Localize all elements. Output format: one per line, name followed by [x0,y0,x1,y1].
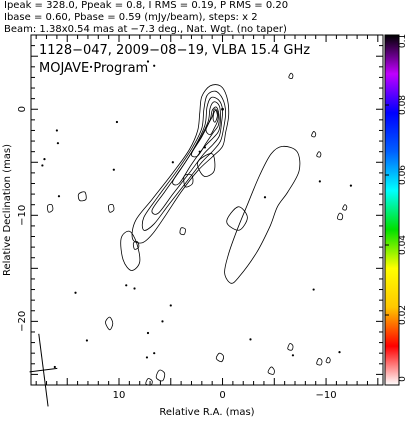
noise-dot [153,64,156,67]
noise-dot [169,304,172,307]
outer-contour [120,230,141,271]
noise-dot [171,161,174,164]
header-line-3: Beam: 1.38x0.54 mas at −7.3 deg., Nat. W… [4,24,287,35]
outer-contour [108,203,115,213]
outer-contour [155,369,166,382]
noise-dot [55,129,58,132]
colorbar-tick-label: 0.1 [398,34,408,48]
outer-contour [287,343,294,351]
noise-dot [89,65,93,68]
outer-contour [316,358,323,366]
outer-contour [311,131,317,138]
noise-dot [161,320,164,323]
beam-marker [29,333,58,407]
outer-contour [179,227,186,236]
y-tick-labels: 0 −10 −20 [17,106,28,332]
core-contour [212,109,218,123]
noise-dot [43,157,46,161]
colorbar-tick-label: 0.02 [398,305,408,325]
jet-contour [226,206,248,231]
jet-contour [224,145,301,284]
noise-dot [318,180,321,183]
outer-contour [288,72,294,79]
colorbar-tick-label: 0.08 [398,95,408,115]
outer-contour [183,173,194,188]
y-tick-label: −20 [17,311,28,332]
chart-subtitle: MOJAVE Program [39,61,148,76]
outer-contour [342,204,348,211]
noise-dot [85,339,89,342]
outer-contour [132,241,140,250]
header-line-1: Ipeak = 328.0, Ppeak = 0.8, I RMS = 0.19… [4,0,289,11]
noise-dot [145,356,149,359]
noise-dot [203,146,207,149]
y-tick-label: −10 [17,205,28,226]
outer-contour [316,151,322,158]
chart-title: 1128−047, 2009−08−19, VLBA 15.4 GHz [39,43,310,58]
y-axis-label: Relative Declination (mas) [2,144,13,276]
contour-lines [46,72,348,386]
x-tick-label: 0 [219,390,225,401]
core-contour [191,106,220,158]
outer-contour [46,203,54,213]
noise-dot [291,354,295,357]
noise-dot [115,120,119,124]
noise-dot [57,195,61,198]
outer-contour [325,356,331,364]
header-line-2: Ibase = 0.60, Pbase = 0.59 (mJy/beam), s… [4,12,258,23]
noise-dots [41,60,353,369]
axis-ticks [31,34,383,386]
noise-dot [338,351,341,354]
core-contour [205,108,219,136]
noise-dot [74,291,77,294]
noise-dot [349,184,353,187]
core-marker [221,107,224,111]
noise-dot [198,150,201,153]
x-axis-label: Relative R.A. (mas) [159,407,254,418]
colorbar-tick-labels: 0 0.02 0.04 0.06 0.08 0.1 [385,34,408,386]
x-tick-label: −10 [316,390,337,401]
plot-frame [30,34,384,386]
outer-contour [267,366,275,375]
noise-dot [112,168,115,171]
colorbar [384,34,400,386]
core-contour [141,90,227,231]
colorbar-tick-label: 0.04 [398,235,408,255]
noise-dot [133,287,136,290]
noise-dot [41,164,44,167]
noise-dot [56,142,60,145]
colorbar-tick-label: 0 [398,376,408,382]
outer-contour [215,352,225,363]
noise-dot [263,196,267,199]
noise-dot [153,352,156,355]
core-contour [131,84,230,244]
outer-contour [77,191,87,202]
x-tick-labels: 10 0 −10 [113,390,337,401]
noise-dot [249,338,252,341]
jet-contour [197,153,216,177]
y-tick-label: 0 [17,106,28,112]
outer-contour [105,316,114,331]
noise-dot [53,365,56,369]
noise-dot [146,60,150,63]
beam-minor-axis [29,367,58,373]
noise-dot [312,288,315,291]
colorbar-tick-label: 0.06 [398,165,408,185]
x-tick-label: 10 [113,390,126,401]
noise-dot [125,284,128,287]
noise-dot [146,331,150,335]
outer-contour [336,212,344,221]
outer-contour [145,378,153,386]
